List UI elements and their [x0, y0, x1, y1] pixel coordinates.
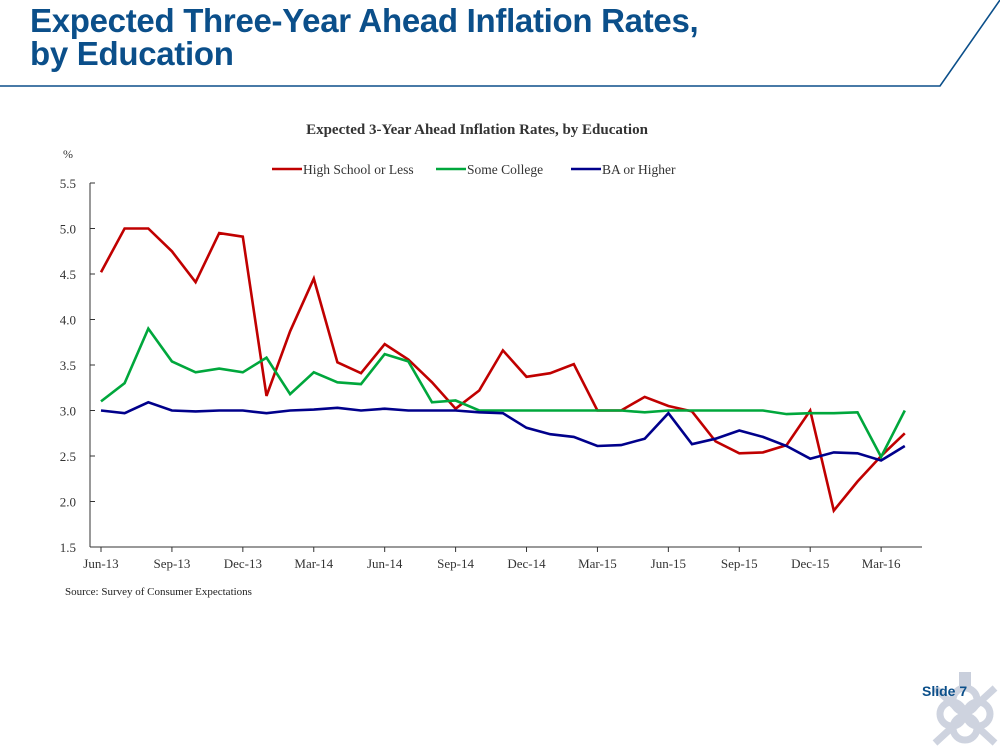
- y-tick-label: 1.5: [60, 540, 76, 555]
- y-tick-label: 5.0: [60, 222, 76, 237]
- slide-number: Slide 7: [922, 683, 968, 699]
- x-tick-label: Dec-15: [791, 556, 829, 571]
- series-group: [99, 227, 906, 514]
- y-tick-label: 4.0: [60, 313, 76, 328]
- series-line-ba-or-higher: [100, 400, 906, 462]
- y-tick-label: 3.0: [60, 404, 76, 419]
- x-tick-label: Sep-13: [153, 556, 190, 571]
- legend-item: High School or Less: [272, 162, 414, 177]
- legend-item: Some College: [436, 162, 543, 177]
- slide-title: Expected Three-Year Ahead Inflation Rate…: [30, 2, 699, 72]
- y-tick-label: 4.5: [60, 267, 76, 282]
- x-tick-label: Mar-16: [862, 556, 901, 571]
- y-tick-label: 5.5: [60, 176, 76, 191]
- legend-item: BA or Higher: [571, 162, 676, 177]
- legend-label: BA or Higher: [602, 162, 676, 177]
- legend: High School or Less Some College BA or Hig…: [272, 162, 676, 177]
- y-tick-label: 3.5: [60, 358, 76, 373]
- legend-label: Some College: [467, 162, 543, 177]
- y-tick-label: 2.5: [60, 449, 76, 464]
- x-tick-label: Mar-15: [578, 556, 617, 571]
- x-tick-label: Mar-14: [294, 556, 333, 571]
- chart-title: Expected 3-Year Ahead Inflation Rates, b…: [306, 122, 648, 138]
- slide-title-line1: Expected Three-Year Ahead Inflation Rate…: [30, 2, 699, 39]
- x-tick-label: Dec-14: [507, 556, 546, 571]
- x-tick-label: Jun-13: [83, 556, 118, 571]
- y-axis-label: %: [63, 147, 73, 161]
- x-tick-label: Jun-15: [651, 556, 686, 571]
- x-tick-label: Sep-15: [721, 556, 758, 571]
- fed-logo-icon: [932, 672, 998, 746]
- series-line-some-college: [100, 325, 906, 460]
- legend-label: High School or Less: [303, 162, 414, 177]
- x-tick-label: Sep-14: [437, 556, 474, 571]
- x-tick-label: Jun-14: [367, 556, 403, 571]
- header-divider: [0, 0, 1000, 87]
- axes: 5.5 5.0 4.5 4.0 3.5 3.0 2.5 2.0 1.5 Jun-13 Sep-13 D…: [60, 176, 922, 571]
- series-line-high-school-or-less: [99, 227, 906, 514]
- source-note: Source: Survey of Consumer Expectations: [65, 586, 252, 598]
- slide-title-line2: by Education: [30, 35, 234, 72]
- x-tick-label: Dec-13: [224, 556, 262, 571]
- y-tick-label: 2.0: [60, 495, 76, 510]
